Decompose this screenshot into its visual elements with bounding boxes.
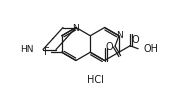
Text: OH: OH xyxy=(143,44,158,54)
Text: F: F xyxy=(44,47,49,57)
Text: N: N xyxy=(73,24,79,33)
Text: HN: HN xyxy=(20,45,34,54)
Text: O: O xyxy=(131,35,139,45)
Text: O: O xyxy=(106,41,113,52)
Text: HCl: HCl xyxy=(86,75,103,85)
Text: N: N xyxy=(116,31,123,40)
